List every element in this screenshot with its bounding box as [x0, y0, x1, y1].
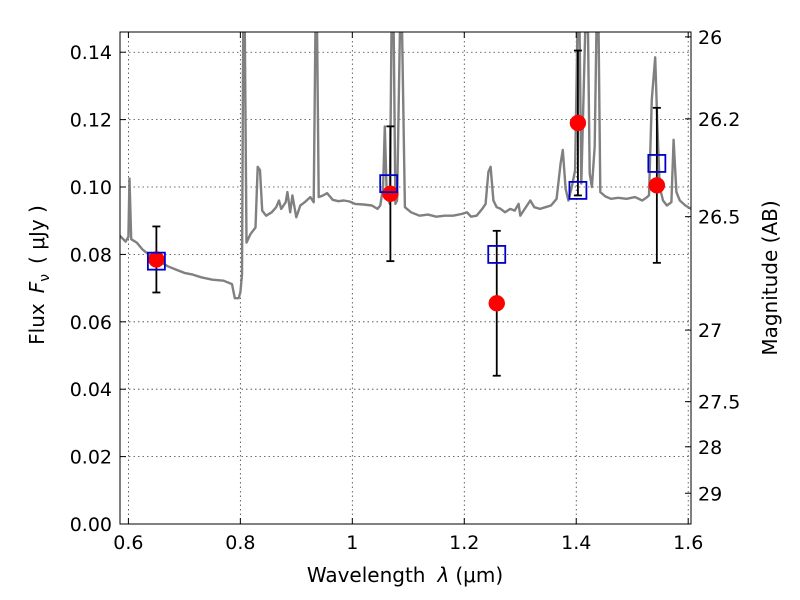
y2-tick-label: 26.5 [698, 207, 740, 229]
y2-tick-label: 26 [698, 27, 722, 49]
model-photometry-square [487, 245, 507, 264]
x-tick-label: 0.8 [225, 532, 255, 554]
x-axis-label: Wavelength λ (μm) [307, 563, 503, 587]
y-tick-label: 0.02 [70, 447, 112, 469]
y-tick-label: 0.04 [70, 379, 112, 401]
y-tick-label: 0.10 [70, 177, 112, 199]
plot-frame [119, 31, 692, 525]
model-photometry-square [568, 180, 588, 200]
spectrum-layer [120, 32, 691, 300]
y2-tick-label: 27.5 [698, 392, 740, 414]
observed-flux-point [148, 251, 165, 268]
observed-flux-point [648, 177, 666, 194]
y2-tick-label: 27 [698, 320, 722, 342]
observed-flux-point [569, 114, 587, 132]
y2-tick-label: 29 [698, 483, 722, 505]
y-axis-label-var: F [25, 281, 49, 293]
x-tick-label: 1.6 [673, 532, 703, 554]
x-axis-label-var: λ [437, 563, 450, 587]
y-axis-label: Flux Fν ( μJy ) [25, 205, 53, 345]
model-photometry-square [647, 154, 667, 173]
ticks-layer: 0.6 0.8 1 1.2 1.4 1.6 0.00 0.02 0.04 0.06 0.08 0.10… [70, 27, 741, 554]
y2-tick-label: 28 [698, 437, 722, 459]
points-layer [146, 49, 667, 377]
y-tick-label: 0.14 [70, 42, 112, 64]
y-tick-label: 0.06 [70, 312, 112, 334]
y-tick-label: 0.12 [70, 110, 112, 132]
y2-axis-label: Magnitude (AB) [758, 200, 782, 355]
x-axis-label-prefix: Wavelength [307, 563, 426, 587]
x-tick-label: 0.6 [113, 532, 143, 554]
x-tick-label: 1.4 [561, 532, 591, 554]
y-axis-label-unit: ( μJy ) [25, 205, 49, 264]
x-axis-label-unit: (μm) [455, 563, 503, 587]
y-tick-label: 0.00 [70, 514, 112, 536]
y-axis-label-prefix: Flux [25, 303, 49, 345]
x-tick-label: 1.2 [449, 532, 479, 554]
model-photometry-square [379, 174, 399, 194]
observed-flux-point [382, 185, 399, 203]
y2-tick-label: 26.2 [698, 109, 740, 131]
y-tick-label: 0.08 [70, 244, 112, 266]
model-photometry-square [146, 251, 166, 271]
observed-flux-point [488, 295, 505, 312]
y-axis-label-sub: ν [37, 274, 53, 282]
model-spectrum-line [120, 32, 691, 300]
x-tick-label: 1 [346, 532, 358, 554]
